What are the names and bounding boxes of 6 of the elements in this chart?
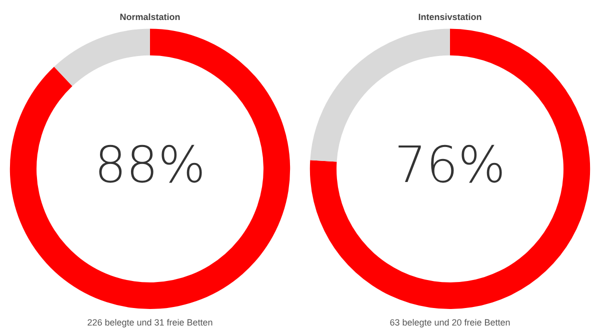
text: 226 belegte und 31 freie Betten — [87, 317, 213, 328]
chart-title: Intensivstation — [418, 12, 482, 22]
chart-title: Normalstation — [120, 12, 180, 22]
text: 63 belegte und 20 freie Betten — [390, 317, 510, 328]
text: 76% — [394, 136, 506, 194]
text: 88% — [94, 136, 206, 194]
